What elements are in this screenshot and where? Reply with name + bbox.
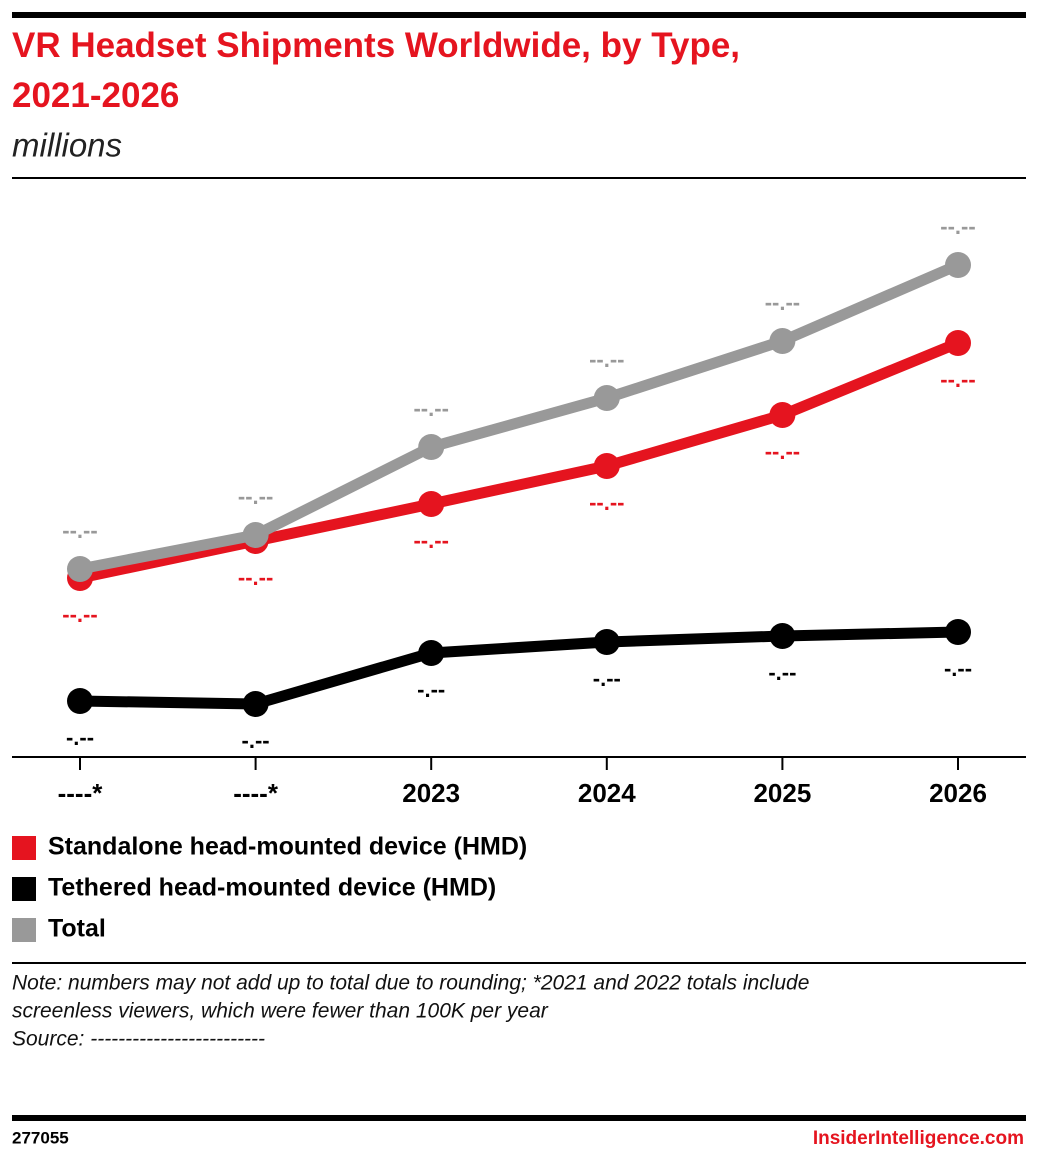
legend-label: Tethered head-mounted device (HMD) bbox=[48, 874, 496, 902]
data-point bbox=[67, 556, 93, 582]
top-rule bbox=[12, 12, 1026, 18]
data-point bbox=[593, 453, 620, 479]
data-label: --.-- bbox=[62, 602, 97, 627]
chart-subtitle: millions bbox=[12, 127, 122, 164]
brand: InsiderIntelligence.com bbox=[813, 1128, 1024, 1149]
x-tick-label: ----* bbox=[233, 778, 279, 808]
legend-swatch bbox=[12, 918, 36, 942]
data-point bbox=[242, 522, 269, 548]
data-point bbox=[769, 623, 796, 649]
data-label: --.-- bbox=[940, 367, 975, 392]
data-label: -.-- bbox=[768, 660, 796, 685]
data-point bbox=[67, 688, 93, 714]
data-label: --.-- bbox=[238, 565, 273, 590]
data-label: --.-- bbox=[238, 484, 273, 509]
legend-label: Standalone head-mounted device (HMD) bbox=[48, 833, 527, 861]
data-label: -.-- bbox=[242, 728, 270, 753]
data-label: --.-- bbox=[765, 439, 800, 464]
data-point bbox=[945, 619, 971, 645]
data-point bbox=[945, 252, 971, 278]
data-point bbox=[945, 330, 971, 356]
data-point bbox=[769, 328, 796, 354]
data-point bbox=[593, 629, 620, 655]
data-label: --.-- bbox=[765, 290, 800, 315]
x-tick-label: 2024 bbox=[578, 778, 636, 808]
data-label: --.-- bbox=[589, 490, 624, 515]
data-label: -.-- bbox=[66, 725, 94, 750]
data-label: --.-- bbox=[413, 396, 448, 421]
data-point bbox=[418, 491, 445, 517]
data-point bbox=[769, 402, 796, 428]
data-label: --.-- bbox=[62, 518, 97, 543]
data-label: -.-- bbox=[944, 656, 972, 681]
data-point bbox=[418, 640, 445, 666]
series-line bbox=[79, 626, 959, 710]
data-point bbox=[418, 434, 445, 460]
bottom-rule bbox=[12, 1115, 1026, 1121]
legend-swatch bbox=[12, 877, 36, 901]
data-label: -.-- bbox=[593, 666, 621, 691]
data-point bbox=[242, 691, 269, 717]
x-tick-label: 2023 bbox=[402, 778, 460, 808]
chart-id: 277055 bbox=[12, 1128, 69, 1147]
data-label: --.-- bbox=[413, 528, 448, 553]
data-label: --.-- bbox=[589, 347, 624, 372]
data-label: --.-- bbox=[940, 214, 975, 239]
series-line bbox=[78, 259, 961, 575]
chart-title: VR Headset Shipments Worldwide, by Type,… bbox=[12, 26, 740, 115]
note: screenless viewers, which were fewer tha… bbox=[12, 1000, 549, 1023]
chart-title-text: 2021-2026 bbox=[12, 76, 179, 115]
series-line bbox=[78, 337, 961, 584]
x-tick-label: 2026 bbox=[929, 778, 987, 808]
data-point bbox=[593, 385, 620, 411]
x-tick-label: 2025 bbox=[753, 778, 811, 808]
data-label: -.-- bbox=[417, 677, 445, 702]
note: Note: numbers may not add up to total du… bbox=[12, 972, 809, 995]
chart-title-text: VR Headset Shipments Worldwide, by Type, bbox=[12, 26, 740, 65]
x-tick-label: ----* bbox=[58, 778, 104, 808]
note: Source: ------------------------- bbox=[12, 1028, 265, 1051]
legend-label: Total bbox=[48, 915, 106, 943]
legend-swatch bbox=[12, 836, 36, 860]
